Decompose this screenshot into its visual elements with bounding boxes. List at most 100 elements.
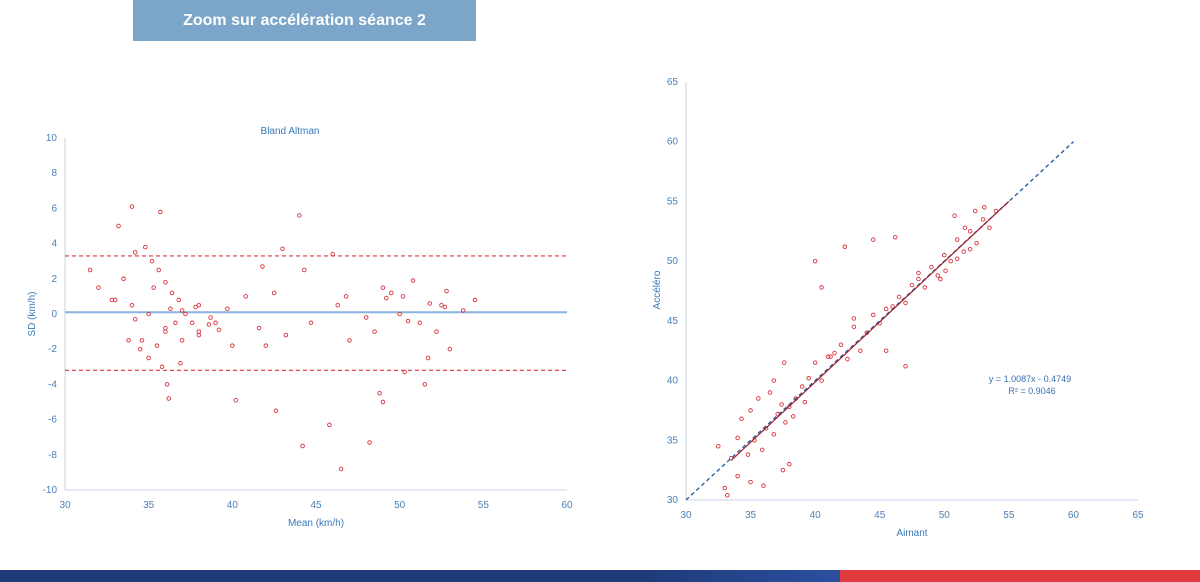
data-point <box>417 320 422 326</box>
data-point <box>974 240 979 246</box>
data-point <box>146 311 151 317</box>
x-tick-label: 60 <box>1068 510 1080 521</box>
data-point <box>87 267 93 273</box>
data-point <box>363 315 369 320</box>
regression-equation: y = 1.0087x - 0.4749 <box>989 374 1071 384</box>
data-point <box>771 432 777 437</box>
x-axis-label: Mean (km/h) <box>288 518 344 529</box>
data-point <box>871 237 876 242</box>
data-point <box>178 361 183 366</box>
data-point <box>802 399 808 405</box>
y-tick-label: -10 <box>43 485 58 496</box>
data-point <box>183 311 188 317</box>
data-point <box>300 443 305 449</box>
data-point <box>883 306 889 312</box>
data-point <box>179 338 185 343</box>
data-point <box>851 324 857 330</box>
x-tick-label: 65 <box>1132 510 1144 521</box>
data-point <box>166 396 171 401</box>
data-point <box>439 302 444 308</box>
data-point <box>243 294 248 299</box>
data-point <box>812 258 818 264</box>
y-tick-label: 6 <box>51 203 57 214</box>
footer-segment-gradient <box>640 570 840 582</box>
data-point <box>472 297 478 303</box>
x-tick-label: 55 <box>1003 510 1015 521</box>
x-tick-label: 30 <box>680 510 692 521</box>
data-point <box>158 209 163 215</box>
data-point <box>935 273 941 278</box>
data-point <box>883 348 889 353</box>
chart-title: Bland Altman <box>261 126 320 137</box>
data-point <box>256 325 262 331</box>
data-point <box>961 249 966 254</box>
data-point <box>213 320 218 326</box>
identity-line <box>685 141 1074 501</box>
data-point <box>748 408 753 413</box>
data-point <box>225 306 230 311</box>
data-point <box>812 360 818 365</box>
data-point <box>838 342 844 347</box>
data-point <box>896 294 902 300</box>
y-tick-label: -2 <box>48 344 57 355</box>
data-point <box>280 246 285 252</box>
y-axis-label: Accéléro <box>652 270 663 309</box>
data-point <box>139 338 145 343</box>
data-point <box>233 397 238 403</box>
data-point <box>163 280 168 285</box>
data-point <box>335 302 341 308</box>
x-tick-label: 55 <box>478 500 490 511</box>
y-tick-label: 10 <box>46 133 58 144</box>
data-point <box>916 276 921 282</box>
data-point <box>149 258 155 264</box>
data-point <box>400 294 406 299</box>
data-point <box>173 320 178 326</box>
data-point <box>283 332 289 338</box>
x-tick-label: 60 <box>561 500 573 511</box>
data-point <box>909 282 915 288</box>
footer-segment-red <box>840 570 1200 582</box>
y-tick-label: -6 <box>48 415 57 426</box>
data-point <box>271 290 277 296</box>
data-point <box>739 416 744 422</box>
data-point <box>338 466 344 472</box>
data-point <box>759 447 765 453</box>
data-point <box>845 356 850 362</box>
data-point <box>263 343 269 348</box>
data-point <box>756 396 761 401</box>
data-point <box>781 360 787 365</box>
data-point <box>164 382 170 387</box>
y-tick-label: 60 <box>667 137 679 148</box>
data-point <box>871 312 876 318</box>
data-point <box>410 278 416 283</box>
data-point <box>427 301 433 306</box>
y-axis-label: SD (km/h) <box>27 292 38 337</box>
data-point <box>367 440 372 445</box>
data-point <box>129 204 135 209</box>
data-point <box>929 264 934 270</box>
data-point <box>169 290 175 296</box>
data-point <box>163 329 168 334</box>
data-point <box>196 302 202 308</box>
data-point <box>442 304 448 310</box>
data-point <box>842 244 848 250</box>
data-point <box>133 250 138 255</box>
data-point <box>922 285 928 290</box>
data-point <box>422 382 428 387</box>
data-point <box>819 378 824 383</box>
regression-line <box>730 200 1010 461</box>
data-point <box>380 285 386 290</box>
data-point <box>327 422 332 428</box>
y-tick-label: 2 <box>51 274 57 285</box>
data-point <box>851 316 857 321</box>
data-point <box>903 300 908 306</box>
data-point <box>116 223 121 229</box>
data-point <box>196 329 202 334</box>
data-point <box>126 338 131 343</box>
data-point <box>722 485 727 491</box>
y-tick-label: 35 <box>667 435 679 446</box>
data-point <box>832 350 837 356</box>
data-point <box>967 229 973 234</box>
data-point <box>447 346 453 352</box>
